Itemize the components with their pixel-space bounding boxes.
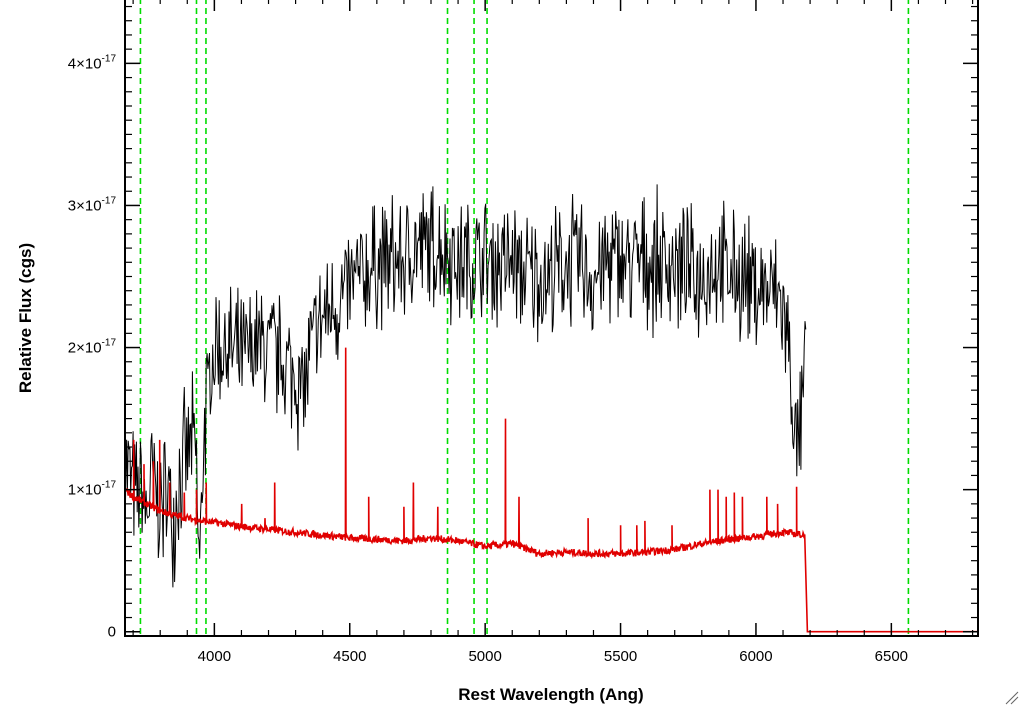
x-tick-label: 5500: [604, 648, 637, 665]
x-tick-label: 4500: [333, 648, 366, 665]
y-tick-mantissa: 2×10: [68, 340, 102, 357]
y-axis-title: Relative Flux (cgs): [16, 243, 35, 393]
y-tick-exponent: -17: [102, 53, 117, 64]
y-tick-mantissa: 4×10: [68, 55, 102, 72]
y-tick-label: 3×10-17: [68, 195, 117, 214]
x-tick-label: 6500: [875, 648, 908, 665]
y-tick-mantissa: 1×10: [68, 482, 102, 499]
y-tick-label: 4×10-17: [68, 53, 117, 72]
x-tick-label: 4000: [198, 648, 231, 665]
y-tick-mantissa: 0: [108, 624, 116, 641]
plot-frame: [124, 0, 979, 637]
y-tick-label: 2×10-17: [68, 338, 117, 357]
y-tick-label: 1×10-17: [68, 480, 117, 499]
x-axis-title: Rest Wavelength (Ang): [458, 685, 643, 704]
model-spectrum: [124, 347, 978, 633]
observed-spectrum: [124, 184, 807, 588]
y-tick-exponent: -17: [102, 480, 117, 491]
x-axis: 4000 4500 5000 5500 6000 6500: [132, 0, 974, 665]
y-axis: 01×10-172×10-173×10-174×10-17: [68, 5, 978, 641]
observed-spectrum-line: [124, 184, 807, 588]
x-tick-label: 6000: [739, 648, 772, 665]
resize-grip-icon[interactable]: [1005, 691, 1019, 705]
y-tick-exponent: -17: [102, 338, 117, 349]
y-tick-label: 0: [108, 624, 116, 641]
x-tick-label: 5000: [468, 648, 501, 665]
y-tick-mantissa: 3×10: [68, 197, 102, 214]
model-spectrum-line: [124, 347, 978, 633]
y-tick-exponent: -17: [102, 195, 117, 206]
reference-lines: [139, 0, 910, 636]
